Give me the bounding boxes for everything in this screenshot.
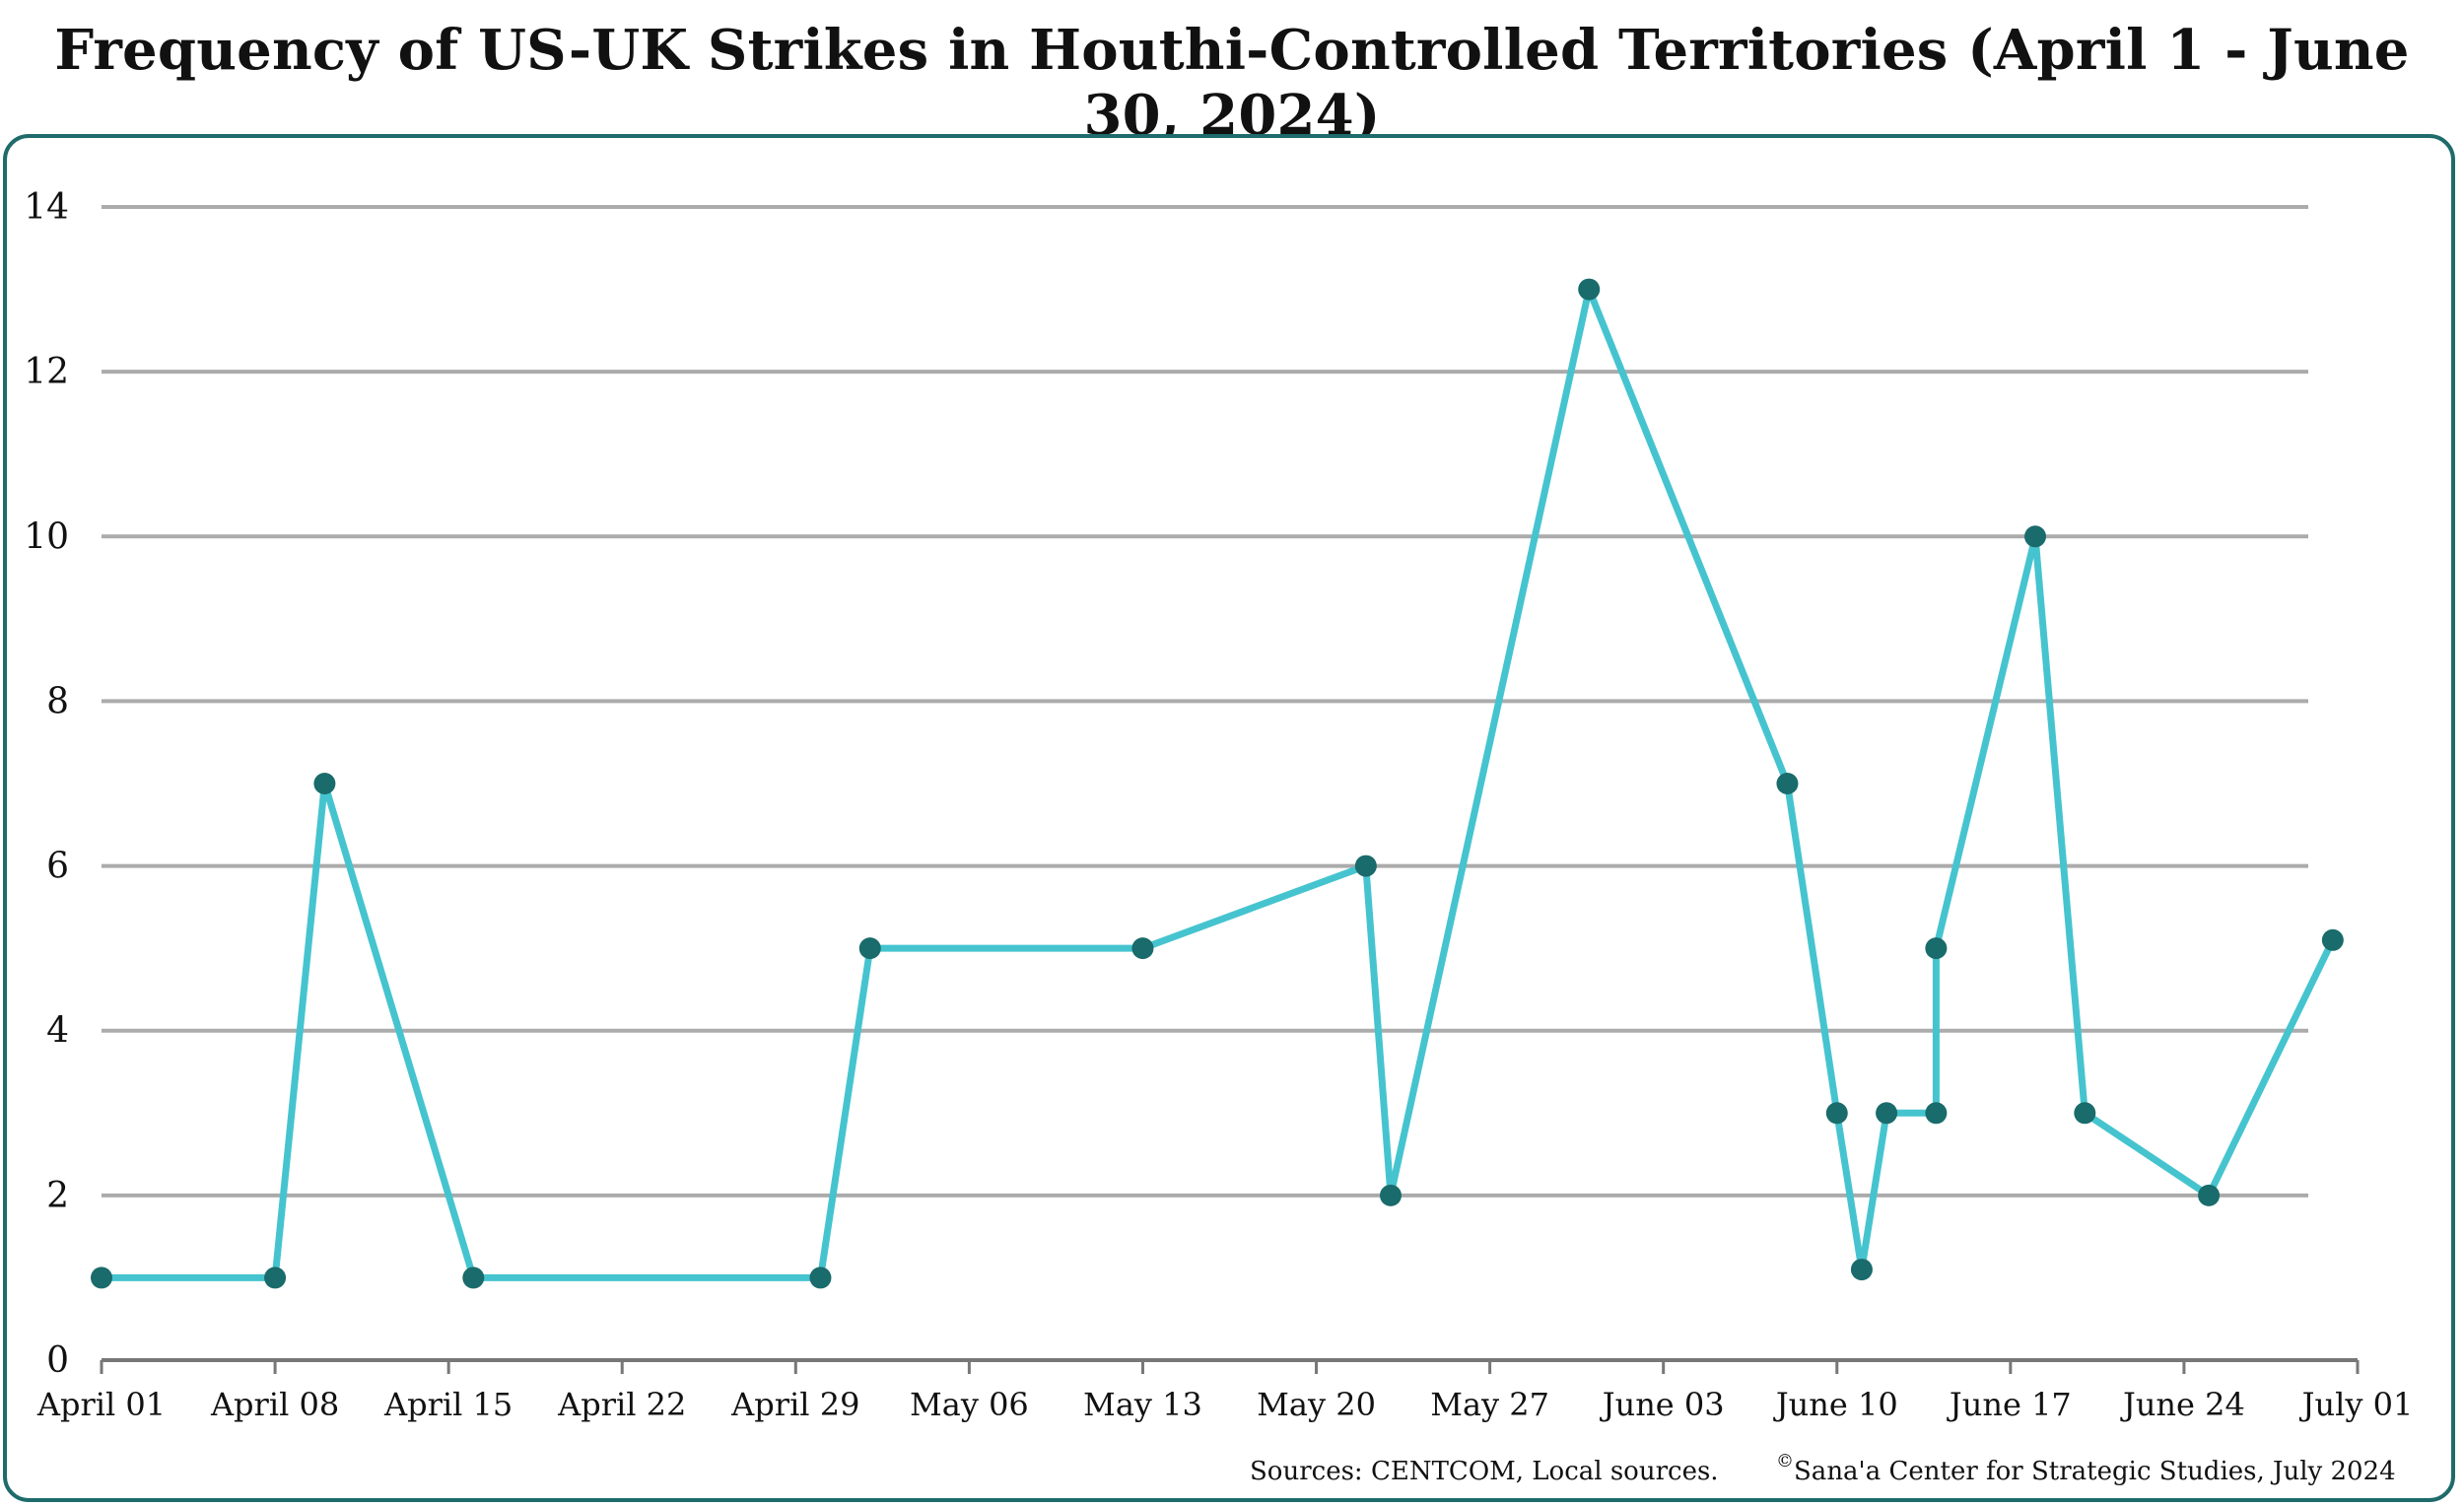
- x-tick-label: June 17: [1947, 1386, 2072, 1423]
- x-tick-label: April 15: [383, 1386, 513, 1423]
- copyright-note: ©Sana'a Center for Strategic Studies, Ju…: [1776, 1451, 2396, 1486]
- x-tick-label: May 27: [1430, 1386, 1549, 1423]
- data-point: [1131, 937, 1154, 960]
- data-point: [858, 937, 881, 960]
- data-point: [1925, 1102, 1948, 1125]
- data-point: [1354, 855, 1377, 877]
- data-point: [1578, 278, 1601, 301]
- x-tick-label: May 20: [1257, 1386, 1376, 1423]
- chart-frame: [3, 134, 2455, 1502]
- data-point: [2321, 928, 2344, 951]
- data-point: [2074, 1102, 2096, 1125]
- data-point: [91, 1267, 112, 1289]
- grid-lines: [102, 205, 2308, 1198]
- data-point: [1850, 1259, 1873, 1281]
- y-tick-label: 0: [46, 1340, 69, 1381]
- y-tick-label: 10: [24, 516, 69, 557]
- y-tick-label: 12: [24, 352, 69, 392]
- x-tick-label: April 08: [210, 1386, 339, 1423]
- copyright-text: Sana'a Center for Strategic Studies, Jul…: [1794, 1457, 2396, 1486]
- x-tick-label: May 13: [1083, 1386, 1202, 1423]
- data-point: [1925, 937, 1948, 960]
- x-tick-label: June 03: [1600, 1386, 1725, 1423]
- series-line: [98, 286, 2337, 1281]
- data-point: [2198, 1184, 2221, 1206]
- y-tick-label: 8: [46, 681, 69, 721]
- x-axis-labels: April 01 April 08 April 15 April 22 April 29…: [36, 1386, 2413, 1423]
- y-axis-labels: 0 2 4 6 8 10 12 14: [24, 187, 69, 1381]
- data-point: [809, 1267, 832, 1289]
- data-point: [1776, 773, 1799, 794]
- data-point: [264, 1267, 287, 1289]
- y-tick-label: 2: [46, 1176, 69, 1216]
- x-tick-label: June 24: [2120, 1386, 2245, 1423]
- chart-title: Frequency of US-UK Strikes in Houthi-Con…: [54, 18, 2410, 148]
- x-tick-label: July 01: [2299, 1386, 2414, 1423]
- series-strikes: [91, 278, 2344, 1289]
- data-point: [1380, 1184, 1402, 1206]
- x-tick-label: June 10: [1773, 1386, 1898, 1423]
- x-tick-label: April 22: [557, 1386, 686, 1423]
- data-point: [1876, 1102, 1898, 1125]
- x-axis: [100, 1358, 2360, 1374]
- x-tick-label: April 01: [36, 1386, 166, 1423]
- x-tick-label: April 29: [730, 1386, 859, 1423]
- y-tick-label: 4: [46, 1011, 69, 1052]
- copyright-symbol: ©: [1776, 1451, 1794, 1472]
- y-tick-label: 6: [46, 847, 69, 887]
- data-point: [462, 1267, 485, 1289]
- x-tick-label: May 06: [910, 1386, 1029, 1423]
- data-point: [1825, 1102, 1848, 1125]
- sources-note: Sources: CENTCOM, Local sources.: [1250, 1457, 1719, 1486]
- y-tick-label: 14: [24, 187, 69, 228]
- data-point: [2024, 525, 2046, 548]
- data-point: [313, 773, 336, 794]
